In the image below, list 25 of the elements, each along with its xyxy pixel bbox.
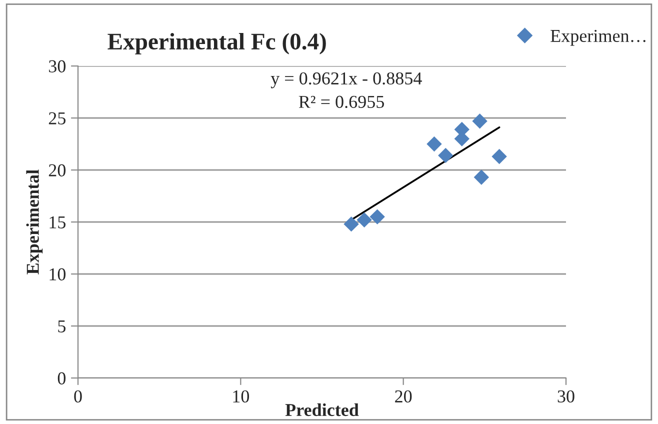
annotation: y = 0.9621x - 0.8854 (270, 72, 422, 88)
y-tick-label: 0 (58, 372, 66, 384)
y-tick-label: 30 (49, 60, 66, 72)
y-tick-label: 15 (50, 216, 66, 228)
point (492, 148, 507, 164)
point (472, 114, 488, 129)
y-tick-label: 25 (48, 112, 66, 124)
point (370, 209, 385, 224)
point (438, 148, 454, 164)
x-axis-title: Predicted (285, 403, 359, 416)
x-tick-label: 30 (558, 390, 574, 403)
annotation: R² = 0.6955 (298, 96, 384, 108)
y-tick-label: 5 (58, 320, 66, 332)
point (426, 136, 442, 152)
point (356, 212, 372, 228)
y-axis-title: Experimental (26, 170, 43, 274)
x-tick-label: 20 (395, 390, 412, 403)
point (344, 216, 359, 232)
point (474, 170, 490, 185)
legend-label: Experimen… (550, 30, 646, 46)
x-tick-label: 0 (74, 390, 82, 403)
x-tick-label: 10 (233, 390, 250, 403)
y-tick-label: 10 (50, 268, 66, 280)
chart-title: Experimental Fc (0.4) (108, 32, 326, 54)
y-tick-label: 20 (48, 164, 66, 176)
